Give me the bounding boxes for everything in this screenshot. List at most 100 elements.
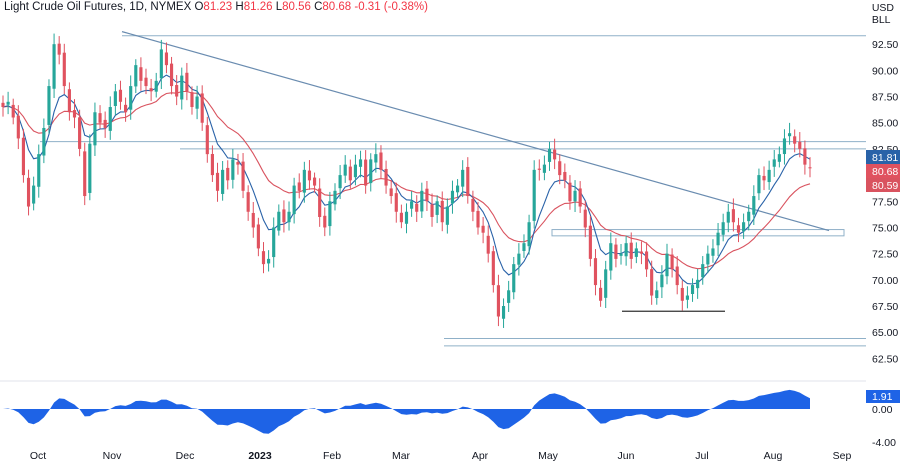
candle-body [16, 115, 20, 139]
candle-body [583, 209, 587, 228]
price-badge-label: 80.59 [872, 180, 898, 192]
trendline-layer [121, 31, 830, 312]
candle-body [803, 148, 807, 165]
time-tick-label: 2023 [248, 450, 272, 462]
time-tick-label: Oct [30, 450, 46, 462]
fast-moving-average [2, 74, 811, 285]
candle-body [343, 164, 347, 176]
candle-body [415, 203, 419, 212]
candle-body [435, 201, 439, 215]
candle-body [394, 193, 398, 212]
candle-body [507, 290, 511, 303]
candle-body [798, 141, 802, 149]
candle-body [246, 192, 250, 212]
open-label: O [194, 1, 204, 13]
candle-body [440, 200, 444, 223]
candle-body [159, 49, 163, 79]
candle-body [195, 96, 199, 109]
candle-body [139, 67, 143, 81]
candle-body [52, 44, 56, 89]
candle-body [47, 86, 51, 125]
time-tick-label: Sep [833, 450, 852, 462]
candle-body [532, 169, 536, 221]
candle-body [113, 91, 117, 106]
currency-line-1: USD [871, 2, 894, 14]
candle-body [272, 227, 276, 258]
candle-body [614, 244, 618, 259]
candle-body [323, 215, 327, 228]
candle-body [37, 154, 41, 187]
currency-unit: USD BLL [872, 2, 894, 26]
candle-body [808, 167, 812, 169]
candle-body [98, 113, 102, 123]
candle-body [185, 72, 189, 92]
candle-body [384, 168, 388, 186]
candle-body [154, 80, 158, 92]
candle-body [72, 110, 77, 118]
candle-body [374, 154, 378, 163]
candle-body [190, 92, 194, 108]
candle-body [287, 211, 291, 223]
price-badge [866, 164, 900, 178]
support-zone-box [551, 229, 845, 237]
candle-body [175, 85, 179, 97]
candle-body [389, 188, 393, 197]
candle-body [404, 211, 409, 224]
candle-body [267, 258, 271, 264]
candle-body [578, 188, 582, 207]
candle-body [461, 169, 465, 187]
moving-average-layer [2, 74, 811, 285]
price-tick-label: 92.50 [872, 39, 898, 51]
oscillator-layer [0, 380, 866, 434]
candle-body [772, 159, 776, 167]
candle-body [466, 166, 470, 197]
candle-body [522, 243, 526, 251]
candle-body [256, 224, 260, 249]
candle-body [231, 159, 235, 180]
candle-body [292, 185, 296, 215]
price-tick-label: 75.00 [872, 222, 898, 234]
candle-body [777, 154, 781, 162]
candle-body [537, 168, 541, 170]
price-tick-label: 90.00 [872, 65, 898, 77]
candle-body [42, 127, 46, 156]
candle-body [660, 274, 664, 288]
candle-body [634, 248, 638, 257]
candle-body [379, 152, 383, 170]
candle-body [26, 177, 31, 207]
candle-body [650, 269, 654, 296]
candle-body [644, 251, 649, 270]
candle-body [629, 242, 633, 259]
price-tick-label: 67.50 [872, 301, 898, 313]
candle-body [609, 243, 613, 271]
candle-body [297, 182, 301, 191]
symbol-name: Light Crude Oil Futures, 1D, NYMEX [4, 1, 192, 13]
candle-body [261, 251, 266, 265]
candle-body [57, 43, 61, 55]
candle-body [471, 198, 475, 212]
candle-body [547, 148, 552, 162]
candle-body [757, 175, 761, 194]
time-tick-label: Feb [323, 450, 341, 462]
price-tick-label: 62.50 [872, 353, 898, 365]
candle-body [134, 65, 138, 87]
price-tick-label: 87.50 [872, 92, 898, 104]
candle-body [604, 269, 608, 298]
candles-layer [1, 33, 812, 328]
candle-body [399, 212, 403, 223]
candle-body [573, 190, 577, 202]
time-tick-label: Mar [392, 450, 411, 462]
high-value: 81.26 [243, 1, 273, 13]
candle-body [67, 89, 71, 113]
price-badge [866, 150, 900, 164]
candle-body [752, 196, 756, 215]
price-badge [866, 178, 900, 192]
candle-body [726, 211, 730, 223]
candle-body [410, 201, 414, 209]
candle-body [328, 201, 332, 227]
candle-body [312, 177, 317, 186]
time-tick-label: Jul [695, 450, 708, 462]
candle-body [251, 212, 255, 228]
